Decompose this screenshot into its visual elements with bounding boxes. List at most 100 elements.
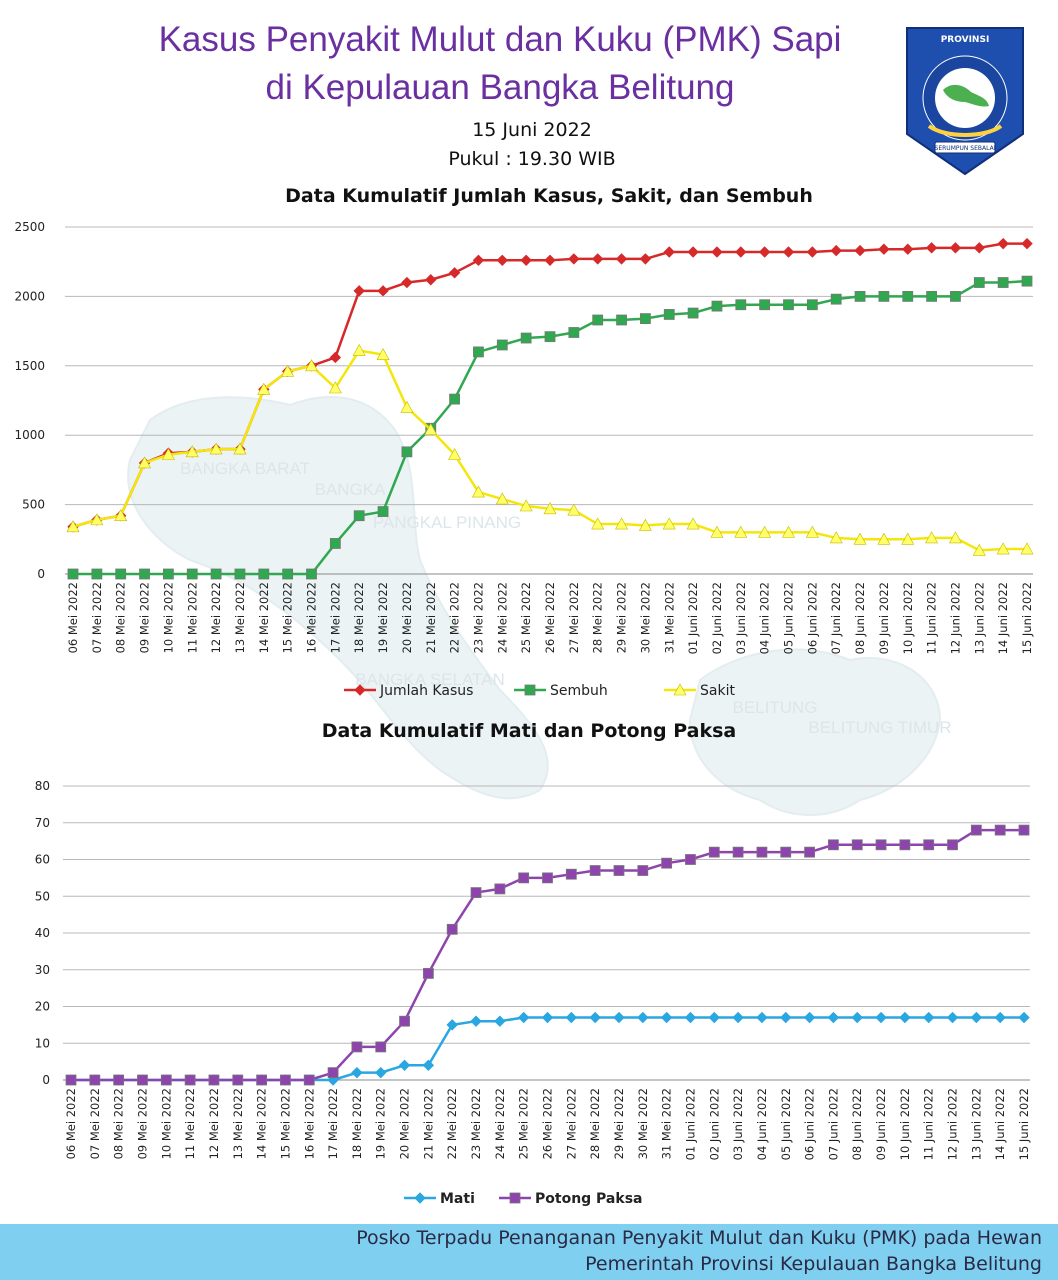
data-point bbox=[589, 1011, 601, 1024]
legend-label: Jumlah Kasus bbox=[379, 683, 473, 699]
data-point bbox=[899, 839, 911, 851]
data-point bbox=[637, 1011, 649, 1024]
x-tick-label: 19 Mei 2022 bbox=[376, 582, 390, 653]
data-point bbox=[496, 254, 509, 267]
x-tick-label: 11 Mei 2022 bbox=[185, 582, 199, 653]
x-tick-label: 08 Mei 2022 bbox=[112, 1088, 126, 1159]
data-point bbox=[67, 568, 79, 580]
x-tick-label: 09 Juni 2022 bbox=[874, 1088, 888, 1160]
x-tick-label: 25 Mei 2022 bbox=[519, 582, 533, 653]
y-tick-label: 10 bbox=[35, 1036, 50, 1050]
data-point bbox=[756, 846, 768, 858]
data-point bbox=[448, 448, 462, 460]
data-point bbox=[280, 1074, 291, 1086]
x-tick-label: 07 Juni 2022 bbox=[826, 1088, 840, 1160]
data-point bbox=[1021, 275, 1033, 287]
data-point bbox=[660, 1011, 673, 1024]
y-tick-label: 80 bbox=[35, 779, 50, 793]
data-point bbox=[613, 1011, 625, 1024]
x-tick-label: 07 Mei 2022 bbox=[90, 582, 104, 653]
x-tick-label: 12 Juni 2022 bbox=[948, 582, 962, 654]
x-tick-label: 31 Mei 2022 bbox=[662, 582, 676, 653]
x-tick-label: 08 Juni 2022 bbox=[850, 1088, 864, 1160]
x-tick-label: 08 Juni 2022 bbox=[853, 582, 867, 654]
data-point bbox=[685, 854, 696, 865]
data-point bbox=[137, 1074, 148, 1086]
data-point bbox=[209, 442, 223, 455]
data-point bbox=[90, 513, 104, 526]
data-point bbox=[375, 1041, 387, 1053]
data-point bbox=[353, 285, 365, 297]
legend-item: Sembuh bbox=[514, 683, 608, 699]
logo-motto: SERUMPUN SEBALAI bbox=[935, 145, 996, 152]
map-label-belitung-timur: BELITUNG TIMUR bbox=[808, 718, 951, 737]
data-point bbox=[208, 1074, 220, 1086]
data-point bbox=[327, 1067, 339, 1079]
data-point bbox=[781, 525, 796, 538]
data-point bbox=[115, 568, 127, 580]
data-point bbox=[972, 543, 986, 556]
data-point bbox=[91, 568, 103, 580]
data-point bbox=[89, 1074, 101, 1086]
data-point bbox=[496, 339, 508, 351]
chart1-title: Data Kumulatif Jumlah Kasus, Sakit, dan … bbox=[285, 185, 813, 207]
data-point bbox=[401, 276, 413, 289]
data-point bbox=[637, 865, 649, 876]
data-point bbox=[997, 277, 1009, 288]
data-point bbox=[925, 531, 939, 544]
province-logo: PROVINSI SERUMPUN SEBALAI bbox=[906, 27, 1024, 176]
data-point bbox=[376, 348, 390, 360]
x-tick-label: 29 Mei 2022 bbox=[615, 582, 629, 653]
x-tick-label: 12 Mei 2022 bbox=[209, 582, 223, 653]
map-label-bangka: BANGKA bbox=[315, 480, 387, 499]
data-point bbox=[541, 1011, 554, 1024]
x-tick-label: 20 Mei 2022 bbox=[400, 582, 414, 653]
data-point bbox=[783, 299, 794, 311]
belitung-island-shape bbox=[688, 648, 942, 816]
x-tick-label: 02 Juni 2022 bbox=[710, 582, 724, 654]
data-point bbox=[613, 865, 625, 876]
data-point bbox=[446, 1019, 458, 1031]
x-tick-label: 17 Mei 2022 bbox=[326, 1088, 340, 1159]
data-point bbox=[473, 346, 484, 358]
data-point bbox=[160, 1074, 172, 1086]
x-tick-label: 03 Juni 2022 bbox=[731, 1088, 745, 1160]
x-tick-label: 07 Mei 2022 bbox=[88, 1088, 102, 1159]
x-tick-label: 24 Mei 2022 bbox=[495, 582, 509, 653]
data-point bbox=[902, 290, 914, 302]
data-point bbox=[947, 839, 958, 851]
x-tick-label: 10 Juni 2022 bbox=[901, 582, 915, 654]
data-point bbox=[732, 846, 744, 858]
x-tick-label: 15 Juni 2022 bbox=[1017, 1088, 1031, 1160]
x-tick-label: 26 Mei 2022 bbox=[543, 582, 557, 653]
data-point bbox=[875, 839, 887, 851]
y-tick-label: 70 bbox=[35, 816, 50, 830]
legend: Jumlah Kasus Sembuh Sakit bbox=[344, 683, 735, 699]
x-tick-label: 03 Juni 2022 bbox=[734, 582, 748, 654]
data-point bbox=[780, 1011, 792, 1024]
x-tick-label: 10 Mei 2022 bbox=[159, 1088, 173, 1159]
data-point bbox=[282, 568, 294, 580]
x-tick-label: 06 Mei 2022 bbox=[64, 1088, 78, 1159]
data-point bbox=[518, 872, 530, 884]
data-point bbox=[352, 343, 366, 356]
x-tick-label: 08 Mei 2022 bbox=[114, 582, 128, 653]
data-point bbox=[830, 244, 842, 257]
data-point bbox=[544, 331, 556, 343]
data-point bbox=[973, 277, 985, 288]
data-point bbox=[805, 525, 819, 538]
legend-item: Jumlah Kasus bbox=[344, 683, 473, 699]
data-point bbox=[329, 351, 342, 364]
data-point bbox=[422, 968, 434, 979]
data-point bbox=[471, 485, 485, 498]
data-point bbox=[877, 532, 891, 545]
data-point bbox=[878, 243, 890, 255]
x-tick-label: 22 Mei 2022 bbox=[445, 1088, 459, 1159]
data-point bbox=[544, 254, 556, 267]
data-point bbox=[949, 242, 962, 254]
legend-marker bbox=[354, 684, 366, 696]
data-point bbox=[878, 290, 890, 302]
x-tick-label: 18 Mei 2022 bbox=[350, 1088, 364, 1159]
data-point bbox=[662, 517, 676, 530]
data-point bbox=[780, 846, 792, 858]
